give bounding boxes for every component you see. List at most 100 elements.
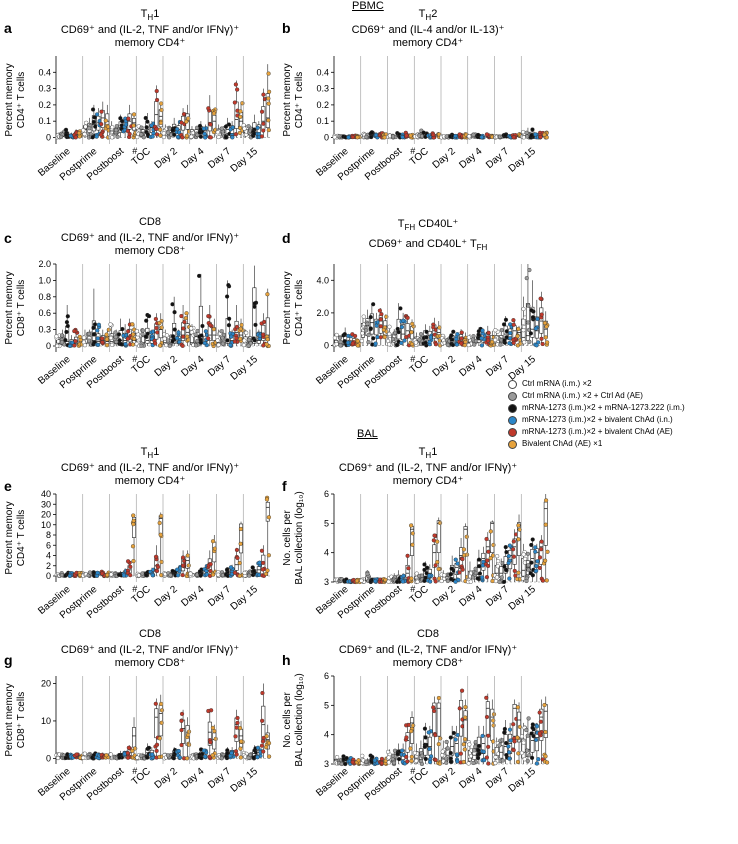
data-point — [180, 555, 186, 560]
y-axis-label: Percent memory — [282, 63, 293, 136]
data-point — [524, 276, 529, 281]
data-point — [453, 557, 458, 562]
data-point — [135, 755, 140, 760]
y-tick-label: 0.3 — [316, 84, 329, 94]
data-point — [477, 571, 483, 576]
data-point — [179, 711, 185, 717]
data-point — [370, 754, 375, 760]
data-point — [238, 541, 243, 546]
data-point — [225, 338, 230, 343]
data-point — [529, 560, 534, 565]
data-point — [95, 570, 100, 575]
y-tick-label: 6 — [46, 540, 51, 550]
x-tick-label: Day 4 — [457, 584, 484, 609]
data-point — [219, 329, 224, 334]
y-tick-label: 3 — [324, 577, 329, 587]
data-point — [150, 573, 155, 578]
data-point — [82, 132, 87, 137]
y-tick-label: 0.2 — [316, 100, 329, 110]
x-tick-label: Day 15 — [229, 354, 261, 383]
data-point — [176, 748, 181, 754]
panel-title-e-line3: memory CD4⁺ — [114, 475, 186, 488]
data-point — [422, 562, 427, 567]
y-tick-label: 3 — [324, 759, 329, 769]
data-point — [131, 112, 137, 117]
y-tick-label: 0.8 — [38, 292, 51, 302]
data-point — [195, 328, 200, 334]
data-point — [220, 341, 226, 346]
data-point — [491, 718, 496, 723]
data-point — [385, 338, 391, 344]
data-point — [197, 569, 203, 574]
data-point — [543, 729, 548, 735]
data-point — [530, 725, 535, 730]
data-point — [155, 330, 160, 335]
y-axis-label: CD4⁺ T cells — [16, 510, 27, 567]
box — [265, 501, 270, 522]
data-point — [186, 116, 191, 121]
y-tick-label: 0.4 — [38, 67, 51, 77]
data-point — [229, 334, 234, 339]
data-point — [172, 310, 177, 315]
data-point — [511, 318, 516, 323]
data-point — [539, 312, 544, 317]
data-point — [223, 135, 229, 140]
box — [539, 708, 544, 741]
data-point — [103, 118, 108, 123]
data-point — [332, 335, 338, 340]
panel-title-c-line1: CD8 — [138, 216, 161, 228]
data-point — [461, 742, 466, 747]
y-axis-label: BAL collection (log₁₀) — [294, 673, 305, 766]
data-point — [121, 573, 126, 578]
data-point — [264, 342, 269, 347]
data-point — [139, 132, 144, 137]
x-tick-label: Day 2 — [153, 584, 180, 609]
data-point — [488, 556, 493, 561]
data-point — [125, 755, 131, 760]
data-point — [264, 497, 270, 502]
data-point — [246, 343, 251, 348]
data-point — [215, 130, 220, 135]
data-point — [493, 755, 498, 760]
data-point — [246, 337, 252, 342]
data-point — [128, 573, 133, 578]
data-point — [130, 748, 135, 753]
data-point — [468, 579, 473, 584]
data-point — [506, 744, 511, 749]
data-point — [359, 338, 364, 344]
data-point — [235, 87, 240, 92]
data-point — [408, 133, 413, 138]
data-point — [238, 114, 243, 119]
data-point — [527, 339, 532, 344]
data-point — [364, 759, 369, 764]
data-point — [516, 537, 521, 542]
data-point — [238, 755, 243, 760]
data-point — [131, 513, 136, 518]
data-point — [466, 343, 471, 348]
legend-swatch — [508, 415, 517, 425]
data-point — [359, 578, 364, 583]
data-point — [445, 342, 450, 348]
data-point — [338, 343, 343, 348]
data-point — [461, 759, 466, 765]
data-point — [114, 128, 119, 133]
data-point — [493, 760, 498, 766]
data-point — [453, 737, 458, 742]
data-point — [479, 343, 485, 348]
data-point — [526, 716, 531, 721]
data-point — [159, 107, 164, 113]
data-point — [464, 552, 470, 557]
data-point — [444, 760, 449, 765]
data-point — [54, 334, 59, 339]
data-point — [399, 340, 404, 346]
data-point — [530, 537, 535, 542]
data-point — [399, 748, 405, 753]
data-point — [238, 336, 243, 341]
data-point — [343, 761, 348, 767]
data-point — [167, 343, 172, 349]
data-point — [528, 331, 533, 336]
data-point — [158, 127, 163, 132]
data-point — [410, 531, 416, 536]
data-point — [459, 688, 465, 693]
